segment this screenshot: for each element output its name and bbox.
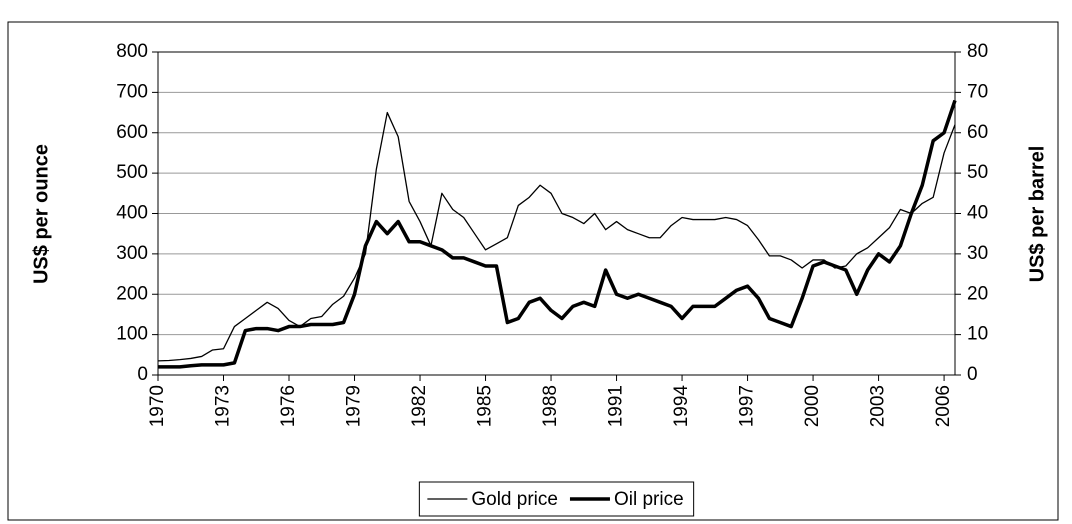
y2-tick-label: 10 — [967, 324, 988, 345]
x-tick-label: 1991 — [606, 385, 627, 427]
y-tick-label: 300 — [116, 243, 148, 264]
x-tick-label: 1988 — [540, 385, 561, 427]
y-tick-label: 400 — [116, 203, 148, 224]
line-series — [158, 99, 957, 369]
y-axis-title: US$ per ounce — [30, 144, 52, 284]
y2-tick-label: 70 — [967, 81, 988, 102]
y-tick-label: 600 — [116, 122, 148, 143]
y-tick-label: 200 — [116, 283, 148, 304]
x-tick-label: 1979 — [344, 385, 365, 427]
x-tick-label: 2003 — [868, 385, 889, 427]
y-tick-label: 800 — [116, 41, 148, 62]
x-tick-label: 1994 — [671, 385, 692, 428]
y2-tick-label: 60 — [967, 122, 988, 143]
legend-label: Gold price — [471, 489, 558, 510]
x-tick-label: 1982 — [409, 385, 430, 427]
x-tick-label: 1973 — [213, 385, 234, 427]
x-tick-label: 2006 — [933, 385, 954, 427]
chart-border — [7, 21, 1059, 521]
y2-tick-label: 80 — [967, 41, 988, 62]
y-tick-label: 100 — [116, 324, 148, 345]
y2-tick-label: 30 — [967, 243, 988, 264]
x-tick-label: 1976 — [278, 385, 299, 427]
y2-tick-label: 20 — [967, 283, 988, 304]
y2-tick-label: 40 — [967, 203, 988, 224]
y-tick-label: 700 — [116, 81, 148, 102]
y2-axis-title: US$ per barrel — [1026, 146, 1048, 283]
line-series — [157, 111, 956, 362]
legend: Gold price Oil price — [418, 481, 695, 517]
legend-label: Oil price — [614, 489, 684, 510]
x-tick-label: 1970 — [147, 385, 168, 427]
x-tick-label: 1997 — [737, 385, 758, 427]
y2-tick-label: 0 — [967, 364, 978, 385]
plot-frame — [157, 51, 956, 376]
x-tick-label: 1985 — [475, 385, 496, 427]
y-tick-label: 0 — [137, 364, 148, 385]
y-tick-label: 500 — [116, 162, 148, 183]
y2-tick-label: 50 — [967, 162, 988, 183]
x-tick-label: 2000 — [802, 385, 823, 427]
